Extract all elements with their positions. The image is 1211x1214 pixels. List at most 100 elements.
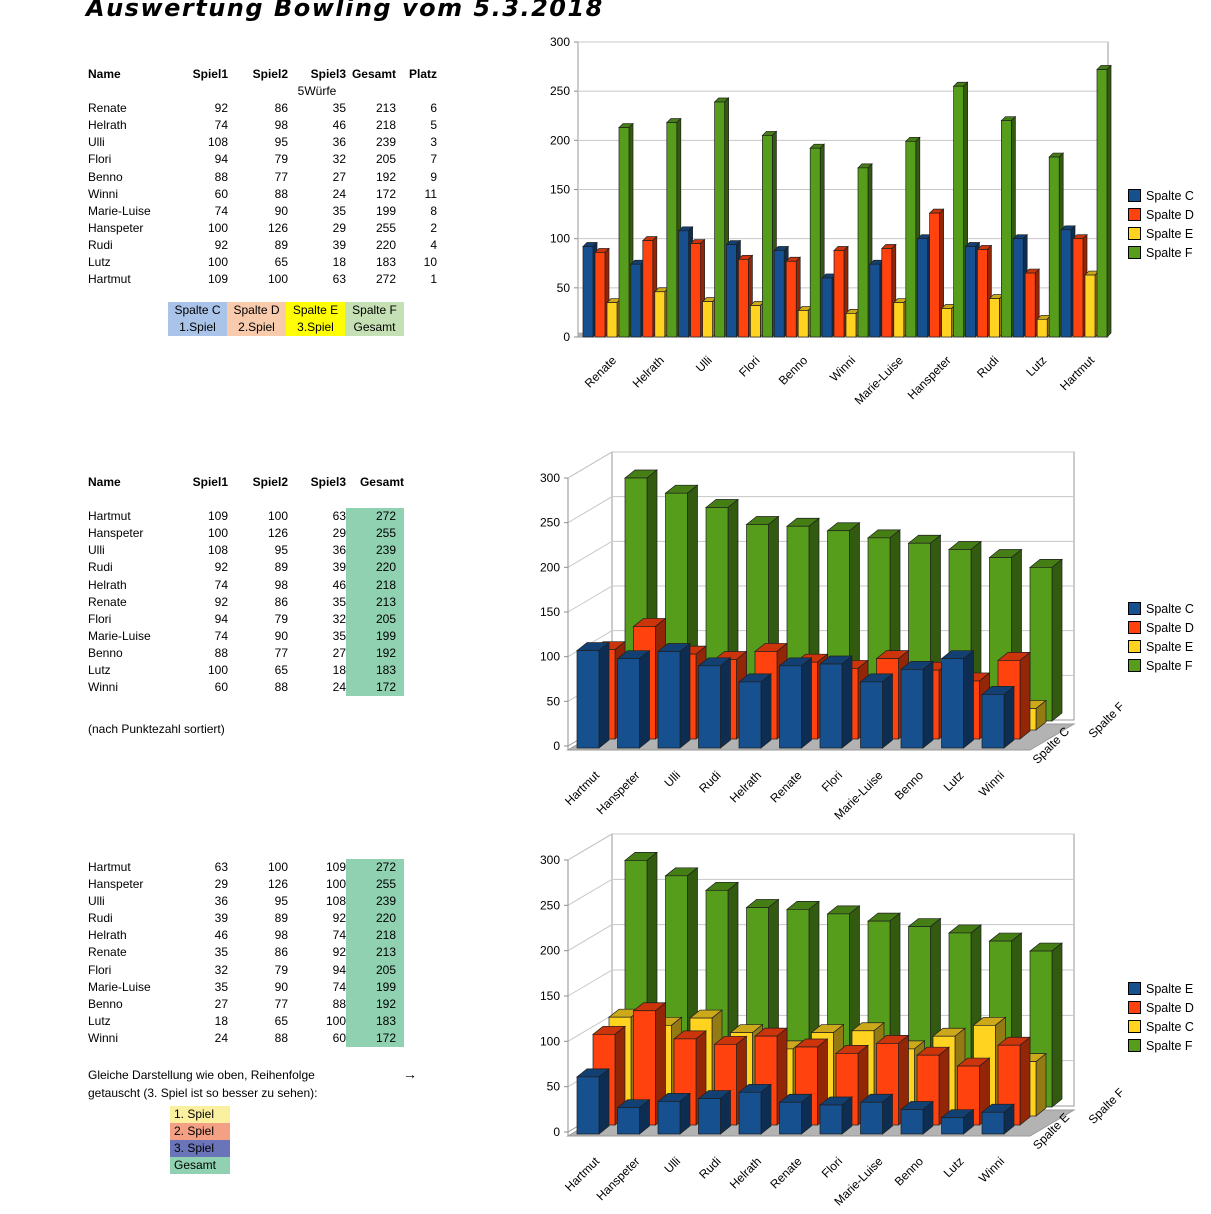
- row-value: 6: [430, 101, 437, 116]
- row-value: 95: [274, 894, 288, 909]
- spacer-cell: [173, 83, 228, 99]
- y-tick-label: 300: [550, 35, 570, 49]
- bar-Spalte D-Rudi: [977, 249, 988, 338]
- row-value: 88: [274, 680, 288, 695]
- legend-item: Spalte F: [1128, 243, 1194, 262]
- column-header: Gesamt: [351, 67, 396, 81]
- row-value: 18: [332, 255, 346, 270]
- row-value: 79: [274, 611, 288, 626]
- category-label: Hartmut: [1057, 353, 1098, 394]
- y-tick-label: 200: [550, 133, 570, 147]
- legend-cell: Spalte E 3.Spiel: [286, 302, 345, 336]
- row-value: 100: [325, 877, 346, 892]
- category-label: Benno: [892, 1154, 927, 1189]
- chart3-legend: Spalte E Spalte D Spalte C Spalte F: [1128, 979, 1194, 1055]
- bar-Spalte E-Ulli: [657, 1101, 681, 1135]
- row-value: 218: [346, 576, 404, 594]
- row-value: 39: [214, 911, 228, 926]
- bar-Spalte E-Hartmut: [1084, 274, 1096, 338]
- chart2-legend: Spalte C Spalte D Spalte E Spalte F: [1128, 599, 1194, 675]
- category-label: Rudi: [696, 768, 723, 795]
- row-value: 88: [214, 645, 228, 660]
- bar-Spalte E-Marie-Luise: [893, 302, 905, 338]
- row-value: 35: [332, 628, 346, 643]
- row-name: Rudi: [88, 911, 113, 926]
- row-value: 192: [346, 995, 404, 1013]
- row-value: 183: [346, 1012, 404, 1030]
- legend-label: Spalte C: [1146, 1019, 1194, 1034]
- row-name: Ulli: [88, 543, 105, 558]
- gridline: [567, 451, 1074, 479]
- bar-Spalte D-Helrath: [642, 240, 654, 338]
- row-value: 239: [346, 893, 404, 911]
- row-value: 126: [267, 220, 288, 235]
- row-value: 29: [214, 877, 228, 892]
- row-value: 183: [346, 662, 404, 680]
- row-value: 65: [274, 1013, 288, 1028]
- row-value: 7: [430, 152, 437, 167]
- bar-Spalte E-Hanspeter: [617, 1107, 640, 1135]
- row-value: 220: [375, 237, 396, 252]
- legend-swatch-icon: [1128, 640, 1141, 653]
- row-value: 218: [346, 927, 404, 945]
- legend-item: Spalte C: [1128, 599, 1194, 618]
- row-value: 92: [214, 560, 228, 575]
- legend-swatch-icon: [1128, 227, 1141, 240]
- row-value: 94: [214, 611, 228, 626]
- row-value: 172: [346, 679, 404, 697]
- bar-Spalte C-Benno: [773, 250, 785, 338]
- row-value: 109: [207, 509, 228, 524]
- arrow-glyph: →: [403, 1066, 417, 1082]
- row-value: 77: [274, 169, 288, 184]
- legend-swatch-icon: [1128, 1020, 1141, 1033]
- row-value: 77: [274, 645, 288, 660]
- bar-Spalte C-Rudi: [720, 657, 731, 749]
- row-value: 199: [346, 627, 404, 645]
- legend-cell: Gesamt: [170, 1157, 230, 1174]
- y-tick-label: 300: [540, 471, 560, 485]
- row-value: 35: [332, 101, 346, 116]
- row-value: 90: [274, 979, 288, 994]
- legend-label: Spalte F: [1146, 245, 1193, 260]
- category-label: Lutz: [941, 768, 967, 794]
- row-value: 3: [430, 135, 437, 150]
- row-value: 27: [332, 169, 346, 184]
- sorted-results-table: Name Spiel1 Spiel2 Spiel3 Gesamt Hartmut 109 10…: [88, 474, 404, 697]
- row-value: 92: [214, 237, 228, 252]
- bar-Spalte F-Winni: [1051, 558, 1063, 722]
- depth-axis-label: Spalte F: [1086, 699, 1128, 741]
- y-tick-label: 200: [540, 560, 560, 574]
- bar-Spalte C-Benno: [900, 669, 924, 749]
- row-name: Marie-Luise: [88, 203, 151, 218]
- column-header: Name: [88, 67, 121, 81]
- bar-Spalte D-Ulli: [690, 243, 701, 338]
- row-value: 24: [214, 1030, 228, 1045]
- row-value: 27: [214, 996, 228, 1011]
- legend-label: Spalte D: [1146, 207, 1194, 222]
- bar-Spalte C-Helrath: [630, 263, 642, 338]
- row-value: 74: [214, 203, 228, 218]
- row-value: 18: [332, 663, 346, 678]
- y-tick-label: 200: [540, 944, 560, 958]
- row-value: 95: [274, 135, 288, 150]
- bar-Spalte E-Rudi: [720, 1089, 731, 1135]
- y-tick-label: 300: [540, 853, 560, 867]
- row-value: 272: [346, 859, 404, 877]
- row-value: 100: [207, 255, 228, 270]
- category-label: Benno: [892, 768, 927, 803]
- row-name: Marie-Luise: [88, 979, 151, 994]
- row-name: Benno: [88, 645, 123, 660]
- y-tick-label: 150: [550, 183, 570, 197]
- bar-Spalte F-Flori: [762, 135, 773, 338]
- row-value: 39: [332, 560, 346, 575]
- bar-Spalte E-Helrath: [760, 1083, 772, 1135]
- row-value: 29: [332, 220, 346, 235]
- row-value: 172: [375, 186, 396, 201]
- row-value: 100: [207, 220, 228, 235]
- column-header: Spiel2: [252, 475, 288, 489]
- bar-Spalte C-Hartmut: [1060, 229, 1072, 338]
- category-label: Flori: [736, 353, 762, 379]
- category-label: Rudi: [974, 353, 1001, 380]
- row-name: Hanspeter: [88, 877, 144, 892]
